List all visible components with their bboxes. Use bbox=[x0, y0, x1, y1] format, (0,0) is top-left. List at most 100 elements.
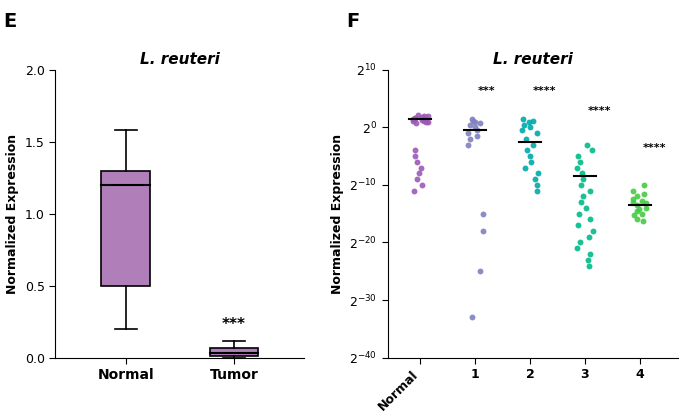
Point bbox=[637, 198, 648, 204]
Point bbox=[581, 141, 592, 148]
Point bbox=[573, 153, 584, 159]
Point bbox=[586, 147, 597, 154]
Point bbox=[574, 239, 585, 246]
Point bbox=[417, 114, 428, 120]
Point bbox=[415, 164, 426, 171]
Point bbox=[583, 256, 594, 263]
Y-axis label: Normalized Expression: Normalized Expression bbox=[6, 134, 19, 294]
Point bbox=[574, 210, 585, 217]
Point bbox=[409, 115, 420, 122]
Point bbox=[462, 141, 473, 148]
Point bbox=[465, 121, 476, 128]
Point bbox=[577, 193, 588, 200]
Point bbox=[627, 187, 638, 194]
Point bbox=[584, 216, 595, 223]
Point bbox=[517, 127, 528, 134]
Point bbox=[462, 130, 473, 136]
Point bbox=[471, 133, 482, 139]
Text: ****: **** bbox=[533, 86, 556, 96]
Point bbox=[631, 202, 642, 208]
Point bbox=[574, 159, 585, 165]
Text: F: F bbox=[346, 12, 359, 31]
Point bbox=[421, 116, 432, 122]
Point bbox=[572, 164, 583, 171]
Point bbox=[584, 233, 595, 240]
Title: L. reuteri: L. reuteri bbox=[493, 52, 573, 67]
Point bbox=[641, 200, 652, 207]
Point bbox=[580, 205, 591, 211]
Point bbox=[529, 176, 540, 182]
Point bbox=[422, 113, 433, 119]
Point bbox=[414, 170, 425, 177]
Point bbox=[572, 245, 583, 252]
Point bbox=[525, 153, 536, 159]
Point bbox=[471, 127, 482, 134]
Text: ****: **** bbox=[588, 106, 611, 116]
Point bbox=[576, 170, 588, 177]
Point bbox=[522, 147, 533, 154]
Point bbox=[407, 118, 418, 125]
Point bbox=[470, 124, 481, 131]
Point bbox=[531, 182, 543, 188]
Point bbox=[477, 228, 489, 234]
Y-axis label: Normalized Expression: Normalized Expression bbox=[331, 134, 343, 294]
Bar bbox=[102, 171, 150, 286]
Point bbox=[531, 130, 543, 136]
Point bbox=[527, 117, 538, 124]
Text: ***: *** bbox=[478, 86, 495, 96]
Point bbox=[631, 208, 642, 214]
Point bbox=[423, 118, 434, 125]
Point bbox=[418, 117, 429, 124]
Point bbox=[532, 170, 543, 177]
Point bbox=[636, 210, 647, 217]
Point bbox=[576, 199, 587, 206]
Point bbox=[468, 117, 479, 124]
Point bbox=[420, 119, 431, 125]
Point bbox=[627, 196, 638, 203]
Point bbox=[410, 120, 421, 126]
Point bbox=[412, 176, 423, 182]
Point bbox=[531, 187, 542, 194]
Point bbox=[638, 190, 649, 197]
Point bbox=[640, 205, 651, 211]
Point bbox=[410, 147, 421, 154]
Point bbox=[576, 182, 587, 188]
Point bbox=[578, 176, 589, 182]
Text: ***: *** bbox=[222, 317, 246, 332]
Point bbox=[469, 118, 480, 125]
Point bbox=[628, 212, 639, 218]
Point bbox=[638, 217, 649, 224]
Point bbox=[410, 153, 421, 159]
Title: L. reuteri: L. reuteri bbox=[140, 52, 220, 67]
Point bbox=[628, 199, 639, 206]
Point bbox=[639, 182, 650, 188]
Point bbox=[419, 113, 430, 120]
Point bbox=[466, 115, 477, 122]
Point bbox=[524, 118, 535, 125]
Point bbox=[520, 136, 531, 142]
Point bbox=[520, 164, 531, 171]
Point bbox=[408, 115, 419, 122]
Point bbox=[518, 115, 529, 122]
Point bbox=[475, 268, 486, 275]
Point bbox=[417, 182, 428, 188]
Point bbox=[409, 187, 420, 194]
Point bbox=[413, 112, 424, 119]
Point bbox=[525, 124, 536, 131]
Point bbox=[583, 262, 594, 269]
Point bbox=[409, 114, 420, 121]
Point bbox=[525, 159, 536, 165]
Point bbox=[475, 120, 486, 126]
Point bbox=[632, 193, 643, 200]
Point bbox=[585, 251, 596, 257]
Point bbox=[477, 210, 488, 217]
Point bbox=[527, 141, 538, 148]
Point bbox=[588, 228, 599, 234]
Point bbox=[464, 136, 475, 142]
Point bbox=[585, 187, 596, 194]
Point bbox=[518, 121, 529, 128]
Point bbox=[417, 117, 428, 123]
Bar bbox=[210, 348, 258, 356]
Point bbox=[466, 314, 477, 321]
Text: E: E bbox=[3, 12, 17, 31]
